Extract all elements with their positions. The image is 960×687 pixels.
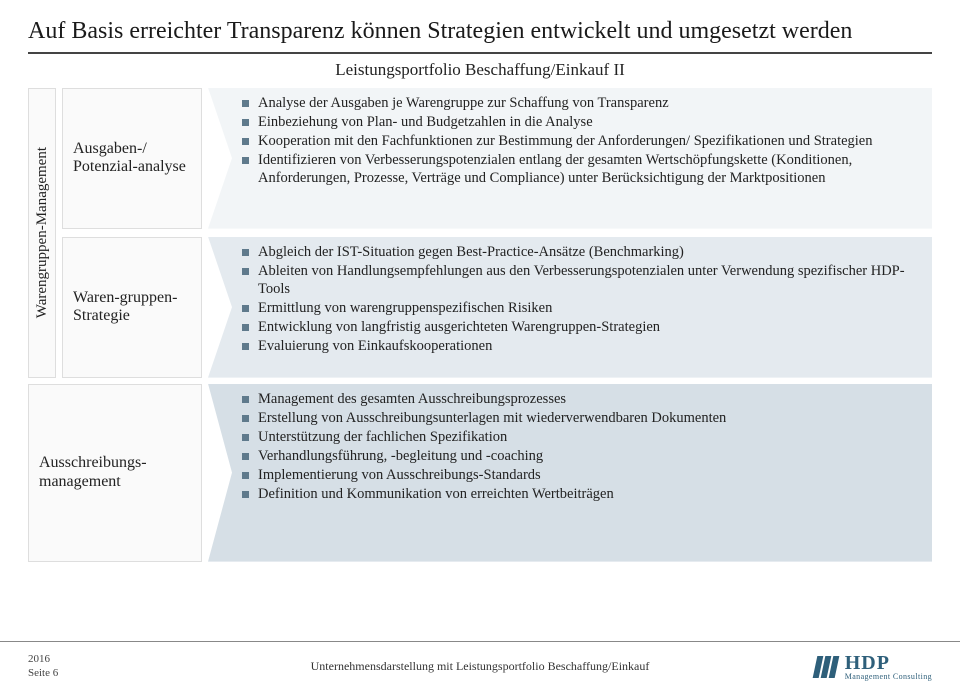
category-column-top: Ausgaben-/ Potenzial-analyse Waren-grupp… <box>62 88 202 378</box>
list-item: Implementierung von Ausschreibungs-Stand… <box>242 466 918 484</box>
footer-year: 2016 <box>28 653 58 666</box>
vertical-label: Warengruppen-Management <box>33 141 52 324</box>
title-block: Auf Basis erreichter Transparenz können … <box>28 18 932 54</box>
list-item: Verhandlungsführung, -begleitung und -co… <box>242 447 918 465</box>
list-item: Einbeziehung von Plan- und Budgetzahlen … <box>242 113 918 131</box>
list-item: Definition und Kommunikation von erreich… <box>242 485 918 503</box>
list-item: Evaluierung von Einkaufskooperationen <box>242 337 918 355</box>
footer-left: 2016 Seite 6 <box>28 653 58 679</box>
callout-ausschreibung: Management des gesamten Ausschreibungspr… <box>208 384 932 562</box>
list-item: Analyse der Ausgaben je Warengruppe zur … <box>242 94 918 112</box>
callout-strategie: Abgleich der IST-Situation gegen Best-Pr… <box>208 237 932 378</box>
list-item: Erstellung von Ausschreibungsunterlagen … <box>242 409 918 427</box>
callout-ausgaben: Analyse der Ausgaben je Warengruppe zur … <box>208 88 932 229</box>
logo-text-main: HDP <box>845 653 932 673</box>
footer-logo: HDP Management Consulting <box>815 653 932 681</box>
row-warengruppen: Warengruppen-Management Ausgaben-/ Poten… <box>28 88 932 378</box>
category-box-ausschreibung: Ausschreibungs-management <box>28 384 202 562</box>
list-item: Ermittlung von warengruppenspezifischen … <box>242 299 918 317</box>
bullet-list-c: Management des gesamten Ausschreibungspr… <box>242 390 918 504</box>
list-item: Entwicklung von langfristig ausgerichtet… <box>242 318 918 336</box>
page-title: Auf Basis erreichter Transparenz können … <box>28 18 932 46</box>
callout-column-top: Analyse der Ausgaben je Warengruppe zur … <box>208 88 932 378</box>
list-item: Ableiten von Handlungsempfehlungen aus d… <box>242 262 918 298</box>
logo-text-sub: Management Consulting <box>845 673 932 681</box>
list-item: Abgleich der IST-Situation gegen Best-Pr… <box>242 243 918 261</box>
category-box-ausgaben: Ausgaben-/ Potenzial-analyse <box>62 88 202 229</box>
category-column-bottom: Ausschreibungs-management <box>28 384 202 562</box>
row-ausschreibung: Ausschreibungs-management Management des… <box>28 384 932 562</box>
footer-center: Unternehmensdarstellung mit Leistungspor… <box>311 659 650 674</box>
callout-column-bottom: Management des gesamten Ausschreibungspr… <box>208 384 932 562</box>
footer-page: Seite 6 <box>28 667 58 680</box>
list-item: Management des gesamten Ausschreibungspr… <box>242 390 918 408</box>
title-rule <box>28 52 932 54</box>
category-box-strategie: Waren-gruppen-Strategie <box>62 237 202 378</box>
bullet-list-b: Abgleich der IST-Situation gegen Best-Pr… <box>242 243 918 356</box>
vertical-label-box: Warengruppen-Management <box>28 88 56 378</box>
logo-mark-icon <box>815 656 837 678</box>
subtitle: Leistungsportfolio Beschaffung/Einkauf I… <box>28 60 932 80</box>
list-item: Kooperation mit den Fachfunktionen zur B… <box>242 132 918 150</box>
list-item: Identifizieren von Verbesserungspotenzia… <box>242 151 918 187</box>
footer: 2016 Seite 6 Unternehmensdarstellung mit… <box>0 641 960 687</box>
list-item: Unterstützung der fachlichen Spezifikati… <box>242 428 918 446</box>
bullet-list-a: Analyse der Ausgaben je Warengruppe zur … <box>242 94 918 188</box>
